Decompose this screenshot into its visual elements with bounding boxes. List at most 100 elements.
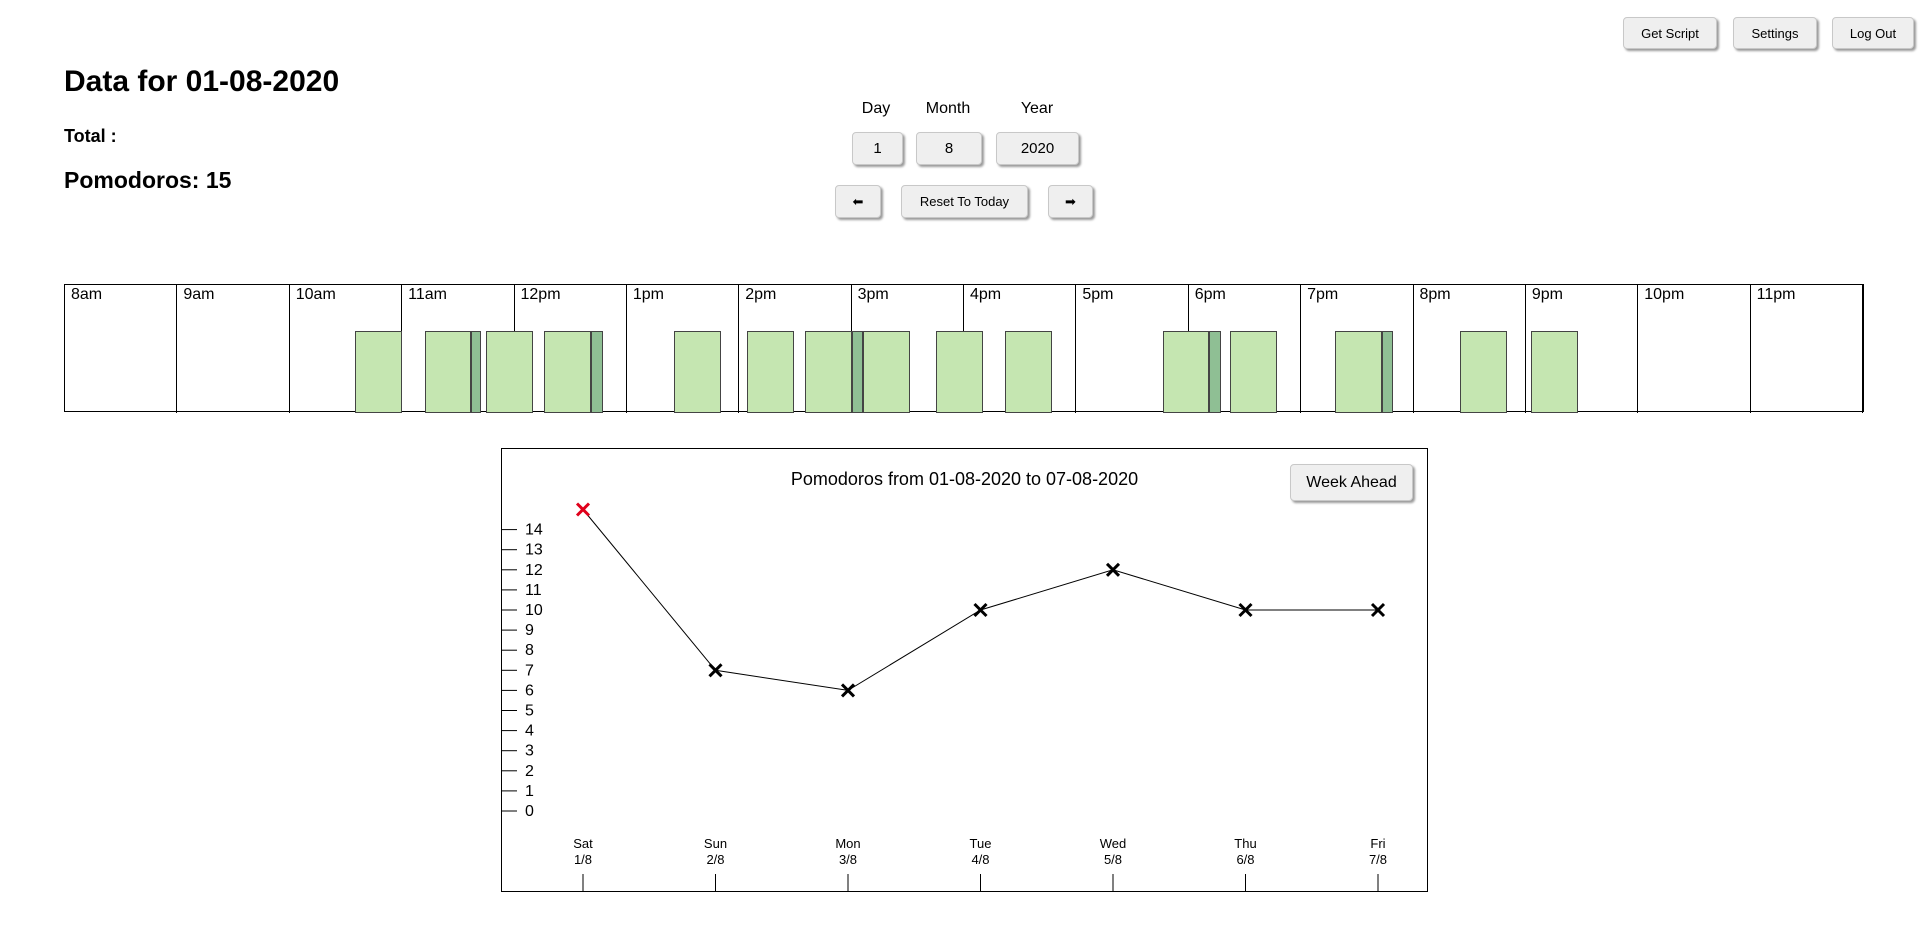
timeline-hour-cell: 9am [177, 285, 290, 413]
timeline-hour-cell: 1pm [627, 285, 740, 413]
timeline-hour-label: 6pm [1194, 286, 1226, 303]
y-tick-label: 5 [525, 703, 534, 720]
pomodoro-block [935, 331, 983, 413]
break-block [1381, 331, 1393, 413]
timeline-hour-cell: 6pm [1189, 285, 1302, 413]
y-tick-label: 8 [525, 642, 534, 659]
x-tick-day-label: Tue [970, 836, 992, 851]
pomodoro-block [1460, 331, 1508, 413]
data-point [840, 683, 856, 698]
pomodoro-block [1531, 331, 1579, 413]
day-timeline: 8am 9am 10am 11am 12pm 1pm 2pm 3pm 4pm 5pm 6pm 7pm 8… [64, 284, 1864, 413]
series-line [582, 509, 1378, 691]
pomodoro-count: Pomodoros: 15 [64, 167, 232, 193]
timeline-hour-label: 11pm [1756, 286, 1796, 303]
y-tick-label: 7 [525, 662, 534, 679]
data-point-stroke [973, 602, 988, 618]
pomodoro-block [746, 331, 794, 413]
pomodoro-block [486, 331, 534, 413]
y-tick-label: 4 [525, 723, 534, 740]
x-tick-day-label: Wed [1100, 836, 1127, 851]
timeline-hour-label: 10pm [1644, 286, 1685, 303]
pomodoro-block [544, 331, 592, 413]
day-input[interactable]: 1 [852, 132, 903, 165]
x-tick-day-label: Fri [1370, 836, 1385, 851]
settings-button[interactable]: Settings [1733, 17, 1817, 49]
break-block [1209, 331, 1221, 413]
timeline-hour-cell: 4pm [964, 285, 1077, 413]
timeline-hour-cell: 8am [65, 285, 178, 413]
data-point-stroke [708, 663, 723, 678]
month-input[interactable]: 8 [916, 132, 982, 165]
timeline-hour-label: 11am [408, 286, 447, 303]
reset-to-today-button[interactable]: Reset To Today [901, 185, 1028, 218]
selected-data-point [575, 502, 591, 517]
pomodoro-block [1334, 331, 1382, 413]
x-tick-date-label: 2/8 [706, 852, 724, 867]
timeline-hour-cell: 9pm [1526, 285, 1639, 413]
timeline-hour-cell: 8pm [1414, 285, 1526, 413]
timeline-hour-label: 2pm [745, 286, 777, 303]
timeline-hour-label: 4pm [970, 286, 1002, 303]
timeline-hour-label: 12pm [520, 286, 561, 303]
chart-title: Pomodoros from 01-08-2020 to 07-08-2020 [790, 469, 1139, 489]
year-input[interactable]: 2020 [996, 132, 1079, 165]
timeline-hour-label: 9am [183, 286, 215, 303]
data-point-stroke [1105, 562, 1121, 577]
x-tick-date-label: 1/8 [574, 852, 592, 867]
data-point [708, 663, 723, 678]
data-point-stroke [1238, 602, 1253, 618]
get-script-button[interactable]: Get Script [1623, 17, 1717, 49]
timeline-hour-label: 1pm [632, 286, 664, 303]
pomodoro-block [355, 331, 403, 413]
arrow-right-icon: ➡ [1065, 193, 1076, 209]
data-point [1105, 562, 1121, 577]
year-label: Year [1020, 100, 1054, 117]
pomodoro-block [673, 331, 721, 413]
break-block [471, 331, 481, 413]
next-day-button[interactable]: ➡ [1048, 185, 1093, 218]
arrow-left-icon: ⬅ [852, 193, 864, 209]
data-point-stroke [575, 502, 591, 517]
weekly-chart: 0 1 2 3 4 5 6 7 8 9 10 11 12 13 14 Sat 1/8 Sun 2/8 Mon 3/8 Tu… [501, 448, 1428, 892]
pomodoro-block [424, 331, 472, 413]
y-tick-label: 6 [525, 682, 534, 699]
y-tick-label: 9 [525, 622, 534, 639]
y-tick-label: 14 [525, 522, 543, 539]
timeline-hour-label: 9pm [1531, 286, 1563, 303]
pomodoro-block [1005, 331, 1053, 413]
y-tick-label: 2 [525, 763, 534, 780]
timeline-hour-cell: 7pm [1301, 285, 1414, 413]
data-point [973, 602, 988, 618]
pomodoro-block [804, 331, 852, 413]
x-tick-date-label: 6/8 [1236, 852, 1254, 867]
timeline-hour-cell: 11pm [1751, 285, 1863, 413]
x-tick-date-label: 4/8 [971, 852, 989, 867]
y-tick-label: 0 [525, 803, 534, 820]
timeline-hour-label: 8pm [1419, 286, 1451, 303]
x-tick-date-label: 3/8 [839, 852, 857, 867]
timeline-hour-label: 5pm [1082, 286, 1114, 303]
y-tick-label: 13 [525, 542, 543, 559]
timeline-hour-label: 10am [295, 286, 336, 303]
timeline-hour-cell: 10pm [1638, 285, 1751, 413]
pomodoro-block [1229, 331, 1277, 413]
logout-button[interactable]: Log Out [1832, 17, 1914, 49]
week-ahead-button[interactable]: Week Ahead [1290, 464, 1413, 501]
data-point [1370, 602, 1386, 618]
page-title: Data for 01-08-2020 [64, 65, 340, 98]
day-label: Day [861, 100, 891, 117]
pomodoro-block [1162, 331, 1210, 413]
data-point-stroke [840, 683, 856, 698]
timeline-hour-label: 8am [71, 286, 103, 303]
y-tick-label: 10 [525, 602, 543, 619]
x-tick-date-label: 5/8 [1104, 852, 1122, 867]
timeline-hour-cell: 12pm [515, 285, 627, 413]
x-tick-day-label: Thu [1234, 836, 1256, 851]
data-point [1238, 602, 1253, 618]
previous-day-button[interactable]: ⬅ [835, 185, 881, 218]
y-tick-label: 1 [525, 783, 534, 800]
break-block [851, 331, 863, 413]
timeline-hour-label: 3pm [857, 286, 889, 303]
y-tick-label: 12 [525, 562, 543, 579]
